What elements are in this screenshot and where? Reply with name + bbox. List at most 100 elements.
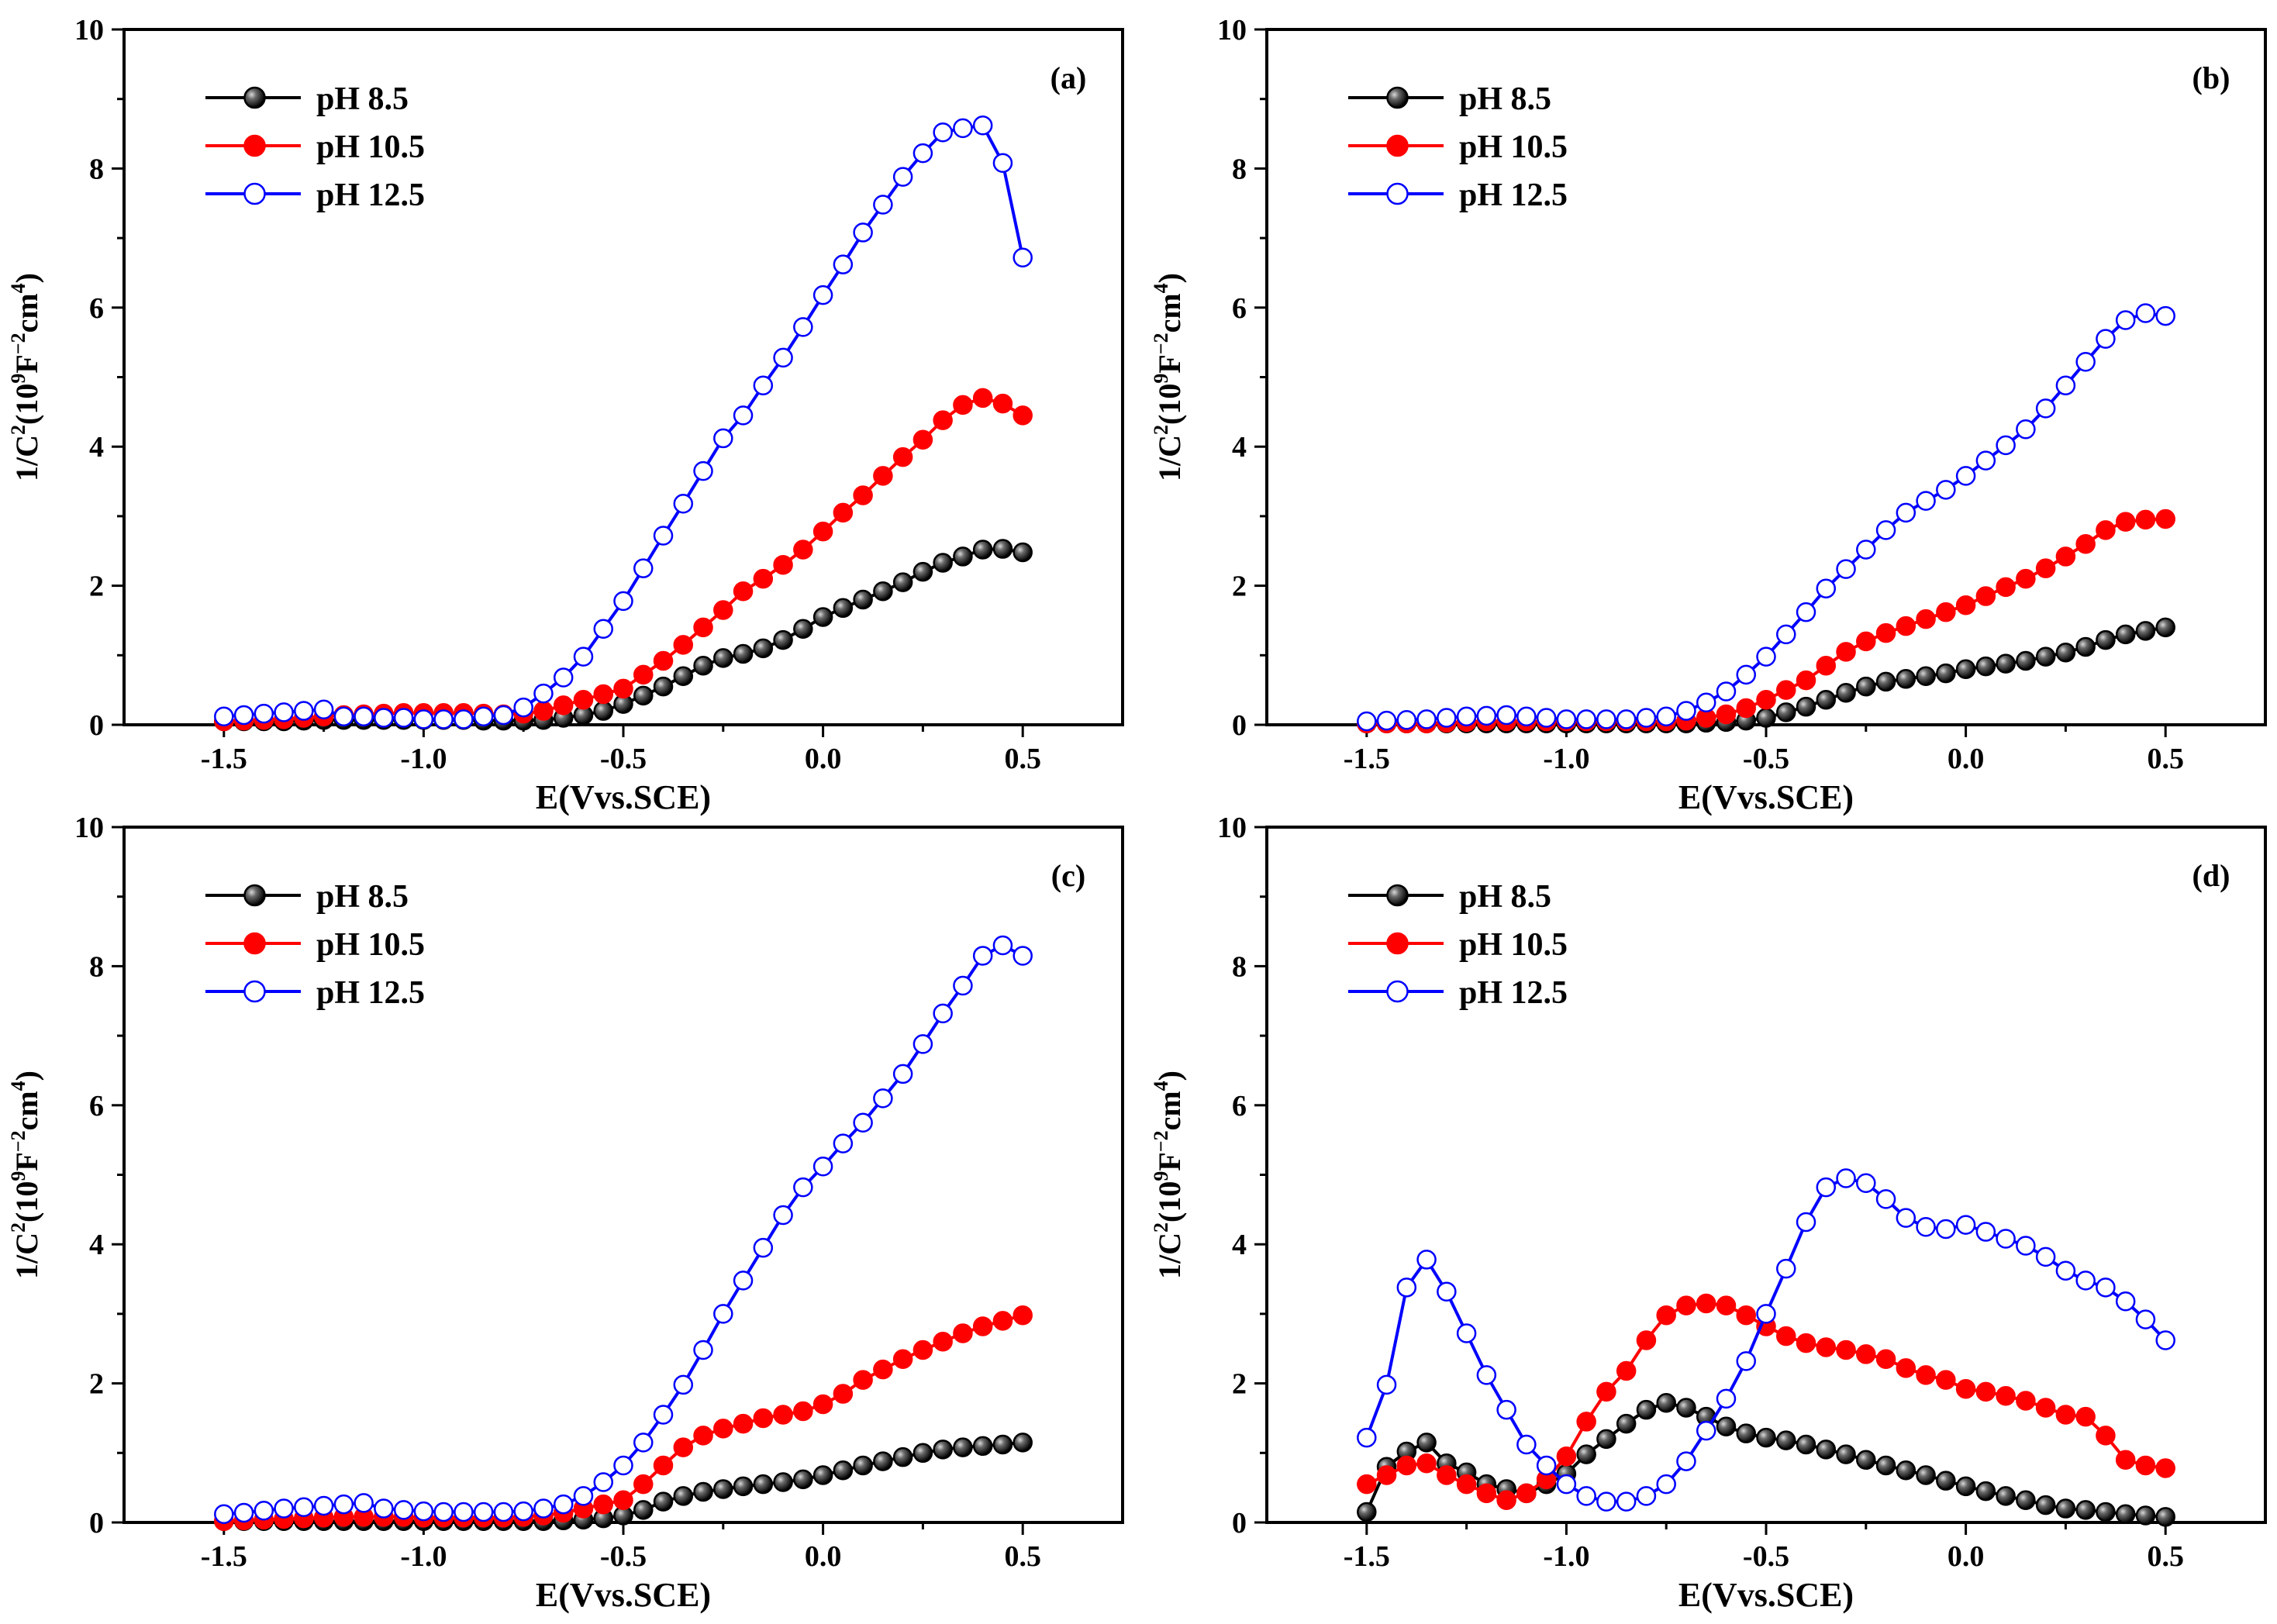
data-point (1416, 1453, 1437, 1474)
data-point (1516, 1434, 1537, 1455)
data-point (1676, 1451, 1696, 1471)
legend-marker (1386, 86, 1409, 109)
data-point (1796, 602, 1816, 622)
data-point (2115, 512, 2136, 532)
data-point (1636, 1330, 1657, 1350)
data-point (1756, 689, 1776, 710)
data-point (2055, 1405, 2076, 1425)
data-point (1896, 1208, 1916, 1228)
data-point (1396, 709, 1417, 730)
data-point (2055, 642, 2076, 663)
data-point (793, 317, 813, 337)
data-point (953, 547, 973, 567)
y-tick-label: 10 (1217, 812, 1247, 844)
plot-frame (122, 28, 1124, 726)
data-point (274, 702, 294, 722)
data-point (1776, 680, 1796, 700)
data-point (812, 1156, 833, 1177)
data-point (1716, 1416, 1737, 1436)
data-point (1416, 1433, 1437, 1453)
y-tick-label: 8 (89, 950, 104, 983)
data-point (1776, 1430, 1796, 1450)
data-point (992, 1311, 1013, 1331)
legend-marker (1386, 884, 1409, 907)
data-point (773, 1205, 793, 1226)
x-tick-label: -1.0 (1543, 1540, 1589, 1573)
legend-entry: pH 12.5 (205, 178, 425, 213)
y-tick-label: 4 (89, 1229, 104, 1261)
data-point (1456, 1323, 1477, 1343)
data-point (892, 572, 913, 592)
x-tick-label: 0.5 (1004, 743, 1041, 775)
data-point (713, 1419, 733, 1439)
data-point (833, 1133, 854, 1153)
data-point (653, 1405, 674, 1425)
data-point (2115, 310, 2136, 330)
y-tick-label: 6 (1232, 1090, 1247, 1122)
data-point (933, 1440, 953, 1460)
data-point (2135, 303, 2156, 323)
data-point (1376, 1465, 1397, 1485)
data-point (233, 1502, 254, 1523)
data-point (1936, 1471, 1956, 1491)
data-point (753, 638, 774, 659)
data-point (1736, 1351, 1756, 1371)
plot-frame (1265, 826, 2267, 1524)
x-tick-label: -1.5 (1344, 743, 1390, 775)
legend-marker (243, 884, 266, 907)
data-point (1736, 698, 1756, 719)
data-point (1496, 1490, 1516, 1511)
data-point (294, 1497, 314, 1518)
data-point (613, 591, 633, 612)
data-point (972, 388, 993, 409)
x-tick-label: -1.0 (400, 743, 447, 775)
data-point (812, 1394, 833, 1415)
data-point (1836, 1340, 1856, 1360)
data-point (1916, 1217, 1936, 1237)
y-tick-label: 2 (89, 1368, 104, 1401)
data-point (1496, 1399, 1516, 1420)
data-point (1616, 1360, 1637, 1381)
data-point (533, 683, 554, 704)
legend-label: pH 10.5 (1459, 927, 1568, 963)
data-point (593, 1494, 613, 1515)
series-ph-12.5 (1357, 1168, 2175, 1512)
data-point (1955, 1379, 1976, 1399)
data-point (2075, 1271, 2096, 1291)
data-point (733, 405, 754, 426)
data-point (773, 629, 793, 650)
data-point (793, 1469, 813, 1490)
series-ph-8.5 (214, 539, 1033, 732)
data-point (1696, 692, 1716, 713)
data-point (873, 466, 893, 486)
data-point (972, 540, 993, 560)
data-point (1936, 602, 1956, 622)
x-tick-label: -1.5 (1344, 1540, 1390, 1573)
data-point (693, 460, 713, 481)
legend-entry: pH 10.5 (205, 927, 425, 963)
data-point (1357, 1427, 1377, 1448)
legend-label: pH 8.5 (316, 81, 409, 117)
data-point (753, 568, 774, 589)
data-point (374, 708, 394, 728)
data-point (1013, 542, 1033, 563)
legend-marker (243, 182, 266, 205)
data-point (1576, 1412, 1596, 1432)
data-point (1816, 689, 1837, 710)
data-point (1576, 709, 1596, 729)
data-point (972, 116, 993, 136)
series-ph-12.5 (214, 935, 1033, 1524)
data-point (673, 1374, 694, 1395)
x-tick-label: -1.0 (400, 1540, 447, 1573)
data-point (2016, 650, 2036, 671)
data-point (1996, 435, 2016, 456)
y-tick-label: 2 (1232, 571, 1247, 603)
data-point (1836, 559, 1856, 579)
data-point (613, 678, 633, 699)
data-point (1875, 1189, 1896, 1209)
data-point (2016, 419, 2036, 440)
data-point (633, 1500, 654, 1520)
data-point (673, 635, 694, 655)
data-point (773, 1405, 793, 1425)
data-point (1936, 480, 1956, 500)
